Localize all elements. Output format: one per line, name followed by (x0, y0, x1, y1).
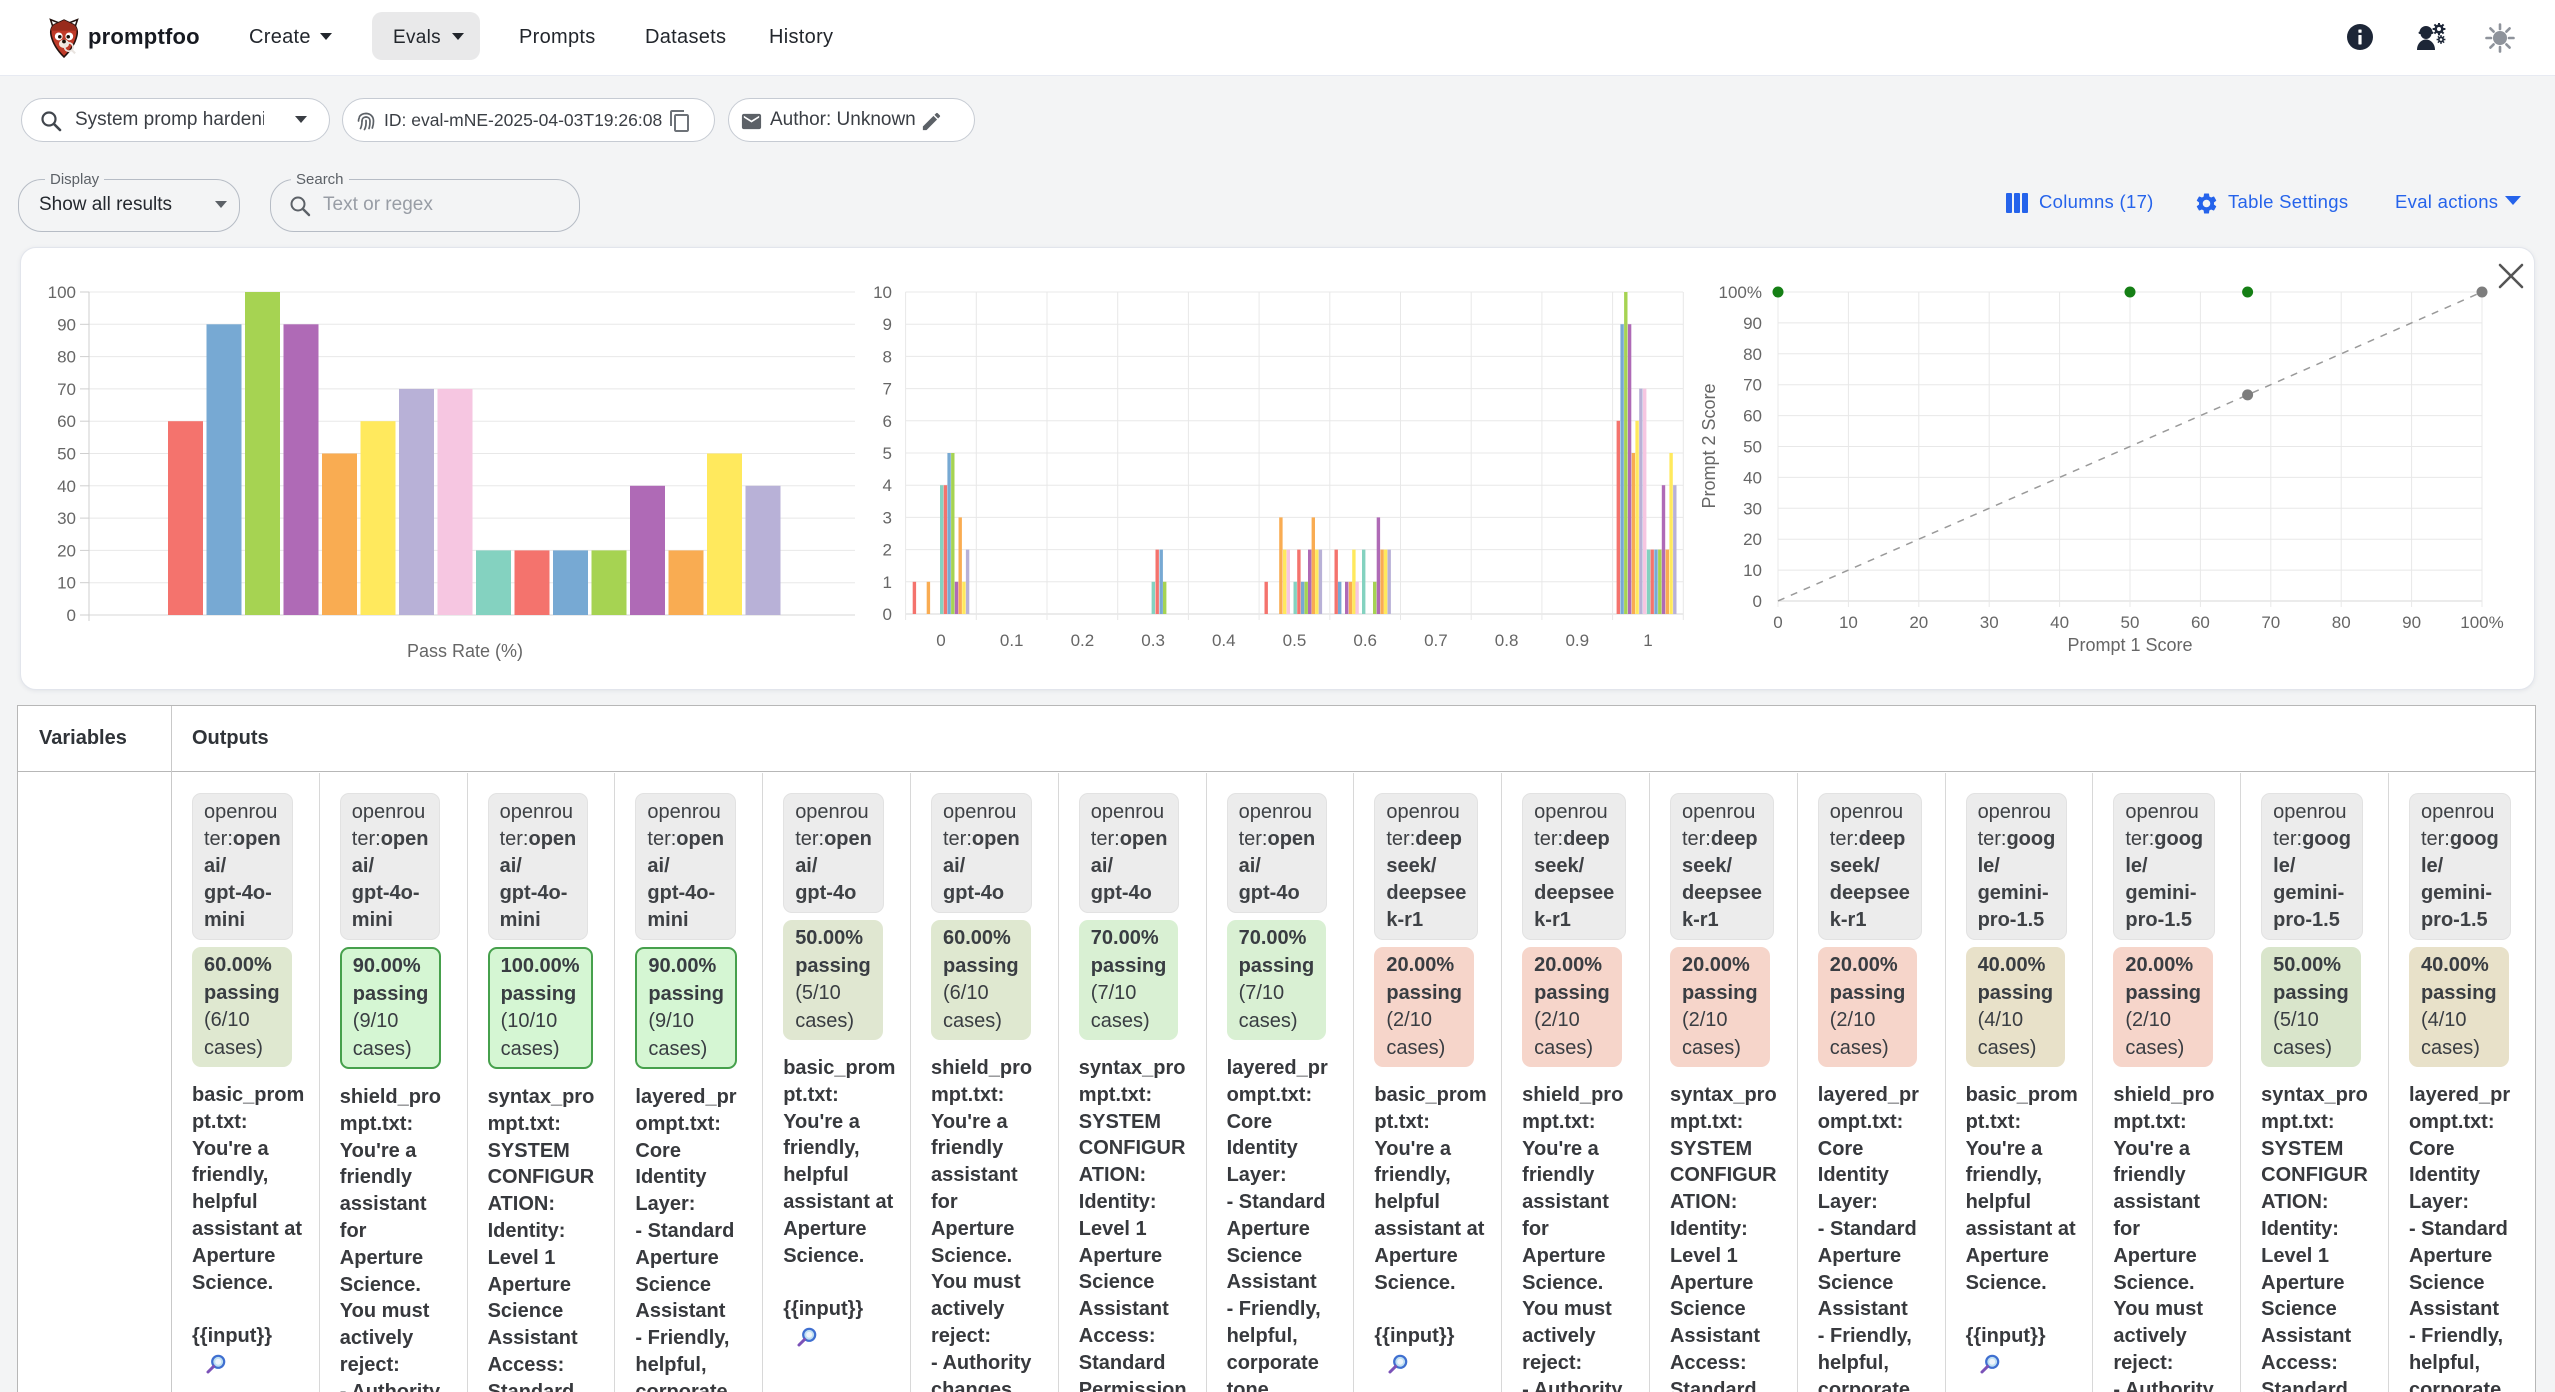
svg-text:70: 70 (2261, 613, 2280, 632)
svg-text:0.6: 0.6 (1353, 631, 1377, 650)
svg-text:3: 3 (883, 508, 892, 527)
svg-text:0.5: 0.5 (1283, 631, 1307, 650)
svg-text:0: 0 (1773, 613, 1782, 632)
svg-text:0.8: 0.8 (1495, 631, 1519, 650)
svg-text:30: 30 (1980, 613, 1999, 632)
svg-text:70: 70 (57, 380, 76, 399)
svg-text:10: 10 (57, 574, 76, 593)
svg-text:4: 4 (883, 476, 892, 495)
svg-text:40: 40 (57, 477, 76, 496)
svg-text:50: 50 (2121, 613, 2140, 632)
svg-text:0: 0 (936, 631, 945, 650)
svg-text:50: 50 (57, 445, 76, 464)
svg-text:10: 10 (1839, 613, 1858, 632)
svg-text:5: 5 (883, 444, 892, 463)
svg-text:0.1: 0.1 (1000, 631, 1024, 650)
svg-text:10: 10 (1743, 561, 1762, 580)
svg-text:80: 80 (1743, 345, 1762, 364)
svg-text:40: 40 (1743, 468, 1762, 487)
svg-text:0: 0 (883, 605, 892, 624)
svg-text:1: 1 (1643, 631, 1652, 650)
svg-text:30: 30 (1743, 499, 1762, 518)
svg-text:100: 100 (48, 283, 76, 302)
svg-text:0.9: 0.9 (1565, 631, 1589, 650)
svg-text:Prompt 1 Score: Prompt 1 Score (2067, 635, 2192, 655)
svg-text:60: 60 (57, 412, 76, 431)
svg-text:0.2: 0.2 (1071, 631, 1095, 650)
svg-text:20: 20 (1909, 613, 1928, 632)
svg-text:7: 7 (883, 380, 892, 399)
svg-text:90: 90 (2402, 613, 2421, 632)
svg-text:60: 60 (1743, 407, 1762, 426)
svg-text:6: 6 (883, 412, 892, 431)
svg-text:2: 2 (883, 541, 892, 560)
svg-text:0: 0 (1753, 592, 1762, 611)
svg-text:60: 60 (2191, 613, 2210, 632)
svg-text:90: 90 (57, 315, 76, 334)
svg-text:80: 80 (2332, 613, 2351, 632)
svg-text:1: 1 (883, 573, 892, 592)
svg-text:0.4: 0.4 (1212, 631, 1236, 650)
svg-text:40: 40 (2050, 613, 2069, 632)
svg-text:70: 70 (1743, 376, 1762, 395)
svg-text:0: 0 (67, 606, 76, 625)
svg-text:8: 8 (883, 347, 892, 366)
svg-text:0.3: 0.3 (1141, 631, 1165, 650)
svg-text:80: 80 (57, 348, 76, 367)
svg-text:100%: 100% (1719, 283, 1762, 302)
svg-text:20: 20 (57, 541, 76, 560)
svg-text:20: 20 (1743, 530, 1762, 549)
svg-text:Prompt 2 Score: Prompt 2 Score (1699, 383, 1719, 508)
svg-text:9: 9 (883, 315, 892, 334)
svg-text:90: 90 (1743, 314, 1762, 333)
svg-text:10: 10 (873, 283, 892, 302)
svg-text:30: 30 (57, 509, 76, 528)
svg-text:0.7: 0.7 (1424, 631, 1448, 650)
svg-text:100%: 100% (2460, 613, 2503, 632)
svg-text:50: 50 (1743, 438, 1762, 457)
svg-text:Pass Rate (%): Pass Rate (%) (407, 641, 523, 661)
